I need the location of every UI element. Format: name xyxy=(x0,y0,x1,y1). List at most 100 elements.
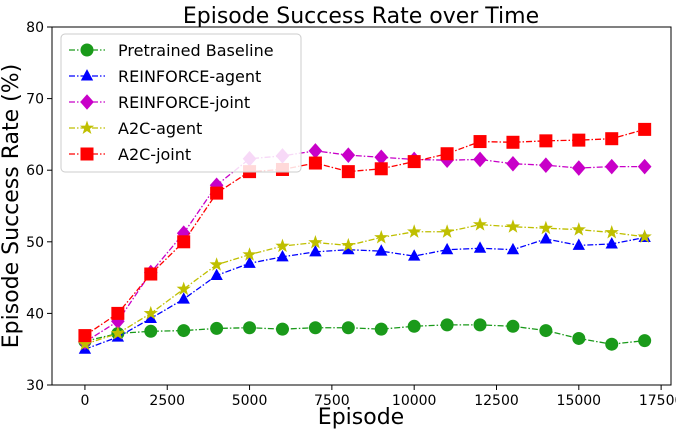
data-point-reinforce-joint xyxy=(374,149,389,166)
data-point-pretrained-baseline xyxy=(638,334,652,348)
series-line-reinforce-agent xyxy=(84,236,645,350)
data-point-a2c-agent xyxy=(176,281,191,296)
data-point-a2c-joint xyxy=(506,135,520,149)
data-point-a2c-joint xyxy=(78,329,92,343)
data-point-a2c-joint xyxy=(341,165,355,179)
data-point-pretrained-baseline xyxy=(308,321,322,335)
legend-box xyxy=(60,33,302,173)
data-point-pretrained-baseline xyxy=(473,318,487,332)
data-point-reinforce-agent xyxy=(375,244,388,256)
x-tick-label: 0 xyxy=(80,393,89,409)
data-point-a2c-joint xyxy=(638,122,652,136)
data-point-a2c-agent xyxy=(341,237,356,252)
data-point-a2c-agent xyxy=(637,229,652,243)
series-pretrained-baseline xyxy=(78,318,652,351)
data-point-reinforce-joint xyxy=(473,151,487,168)
data-point-reinforce-joint xyxy=(539,157,553,173)
data-point-reinforce-joint xyxy=(341,147,356,163)
y-tick-label: 40 xyxy=(26,306,44,322)
legend-marker-reinforce-joint xyxy=(80,94,94,110)
data-point-a2c-agent xyxy=(143,305,158,320)
series-line-reinforce-joint xyxy=(84,150,645,343)
data-point-pretrained-baseline xyxy=(605,337,619,351)
data-point-reinforce-joint xyxy=(571,160,586,176)
data-point-pretrained-baseline xyxy=(275,322,289,336)
series-line-pretrained-baseline xyxy=(84,324,645,345)
data-point-reinforce-agent xyxy=(605,237,618,249)
data-point-a2c-agent xyxy=(77,336,93,351)
x-tick-label: 7500 xyxy=(314,393,350,409)
data-point-pretrained-baseline xyxy=(144,324,158,338)
data-point-a2c-joint xyxy=(539,134,553,148)
x-tick-label: 10000 xyxy=(392,393,437,409)
data-point-pretrained-baseline xyxy=(210,321,224,335)
data-point-pretrained-baseline xyxy=(506,319,520,333)
legend-item-a2c-joint: A2C-joint xyxy=(69,145,191,164)
x-axis-label: Episode xyxy=(318,405,404,430)
data-point-a2c-agent xyxy=(571,222,586,236)
data-point-a2c-joint xyxy=(111,306,125,320)
data-point-a2c-joint xyxy=(177,235,191,249)
x-tick-label: 5000 xyxy=(232,393,268,409)
series-reinforce-agent xyxy=(78,230,651,354)
data-point-reinforce-agent xyxy=(440,242,454,255)
data-point-reinforce-joint xyxy=(506,155,520,172)
data-point-a2c-agent xyxy=(374,230,389,244)
legend-label-pretrained-baseline: Pretrained Baseline xyxy=(118,41,274,60)
data-point-reinforce-agent xyxy=(243,256,256,268)
data-point-a2c-joint xyxy=(407,155,421,169)
data-point-pretrained-baseline xyxy=(177,324,191,338)
y-tick-label: 60 xyxy=(26,163,44,179)
data-point-reinforce-joint xyxy=(604,158,619,175)
data-point-pretrained-baseline xyxy=(374,322,388,336)
data-point-pretrained-baseline xyxy=(440,318,454,332)
data-point-a2c-joint xyxy=(473,135,487,149)
data-point-a2c-agent xyxy=(308,235,323,249)
legend-item-reinforce-joint: REINFORCE-joint xyxy=(69,93,250,112)
data-point-reinforce-agent xyxy=(276,250,289,262)
data-point-pretrained-baseline xyxy=(341,321,355,335)
data-point-reinforce-agent xyxy=(473,241,487,253)
data-point-a2c-joint xyxy=(210,186,224,200)
data-point-reinforce-agent xyxy=(408,249,421,261)
series-a2c-agent xyxy=(77,217,652,351)
data-point-a2c-agent xyxy=(505,219,521,233)
series-a2c-joint xyxy=(78,122,652,343)
data-point-a2c-joint xyxy=(374,162,388,176)
y-tick-label: 70 xyxy=(26,92,44,108)
x-tick-label: 17500 xyxy=(639,393,676,409)
data-point-a2c-agent xyxy=(209,257,224,271)
data-point-pretrained-baseline xyxy=(243,321,257,335)
legend-item-reinforce-agent: REINFORCE-agent xyxy=(69,67,261,86)
series-line-a2c-agent xyxy=(84,223,645,345)
plot-frame xyxy=(51,26,672,386)
y-tick-label: 50 xyxy=(26,235,44,251)
legend-marker-pretrained-baseline xyxy=(80,43,94,57)
data-point-a2c-joint xyxy=(572,133,586,147)
data-point-a2c-joint xyxy=(440,147,454,161)
data-point-a2c-agent xyxy=(110,325,125,340)
data-point-reinforce-agent xyxy=(539,232,553,244)
x-tick-label: 2500 xyxy=(149,393,185,409)
legend: Pretrained Baseline REINFORCE-agent REINFO… xyxy=(60,33,302,173)
legend-item-pretrained-baseline: Pretrained Baseline xyxy=(69,41,274,60)
data-point-a2c-joint xyxy=(308,156,322,170)
legend-label-a2c-agent: A2C-agent xyxy=(118,119,202,138)
x-tick-label: 15000 xyxy=(557,393,602,409)
series-reinforce-joint xyxy=(78,143,652,350)
legend-label-a2c-joint: A2C-joint xyxy=(118,145,191,164)
data-point-a2c-agent xyxy=(604,225,619,239)
legend-label-reinforce-agent: REINFORCE-agent xyxy=(118,67,261,86)
data-point-pretrained-baseline xyxy=(572,331,586,345)
legend-marker-reinforce-agent xyxy=(80,69,94,81)
data-point-reinforce-agent xyxy=(506,242,520,255)
data-point-a2c-agent xyxy=(440,224,455,238)
data-point-reinforce-agent xyxy=(144,311,157,323)
data-point-a2c-agent xyxy=(275,238,290,253)
data-point-reinforce-joint xyxy=(308,143,323,159)
y-tick-label: 80 xyxy=(26,20,44,36)
y-axis-label: Episode Success Rate (%) xyxy=(0,64,24,348)
data-point-reinforce-agent xyxy=(572,238,585,250)
data-point-pretrained-baseline xyxy=(407,319,421,333)
